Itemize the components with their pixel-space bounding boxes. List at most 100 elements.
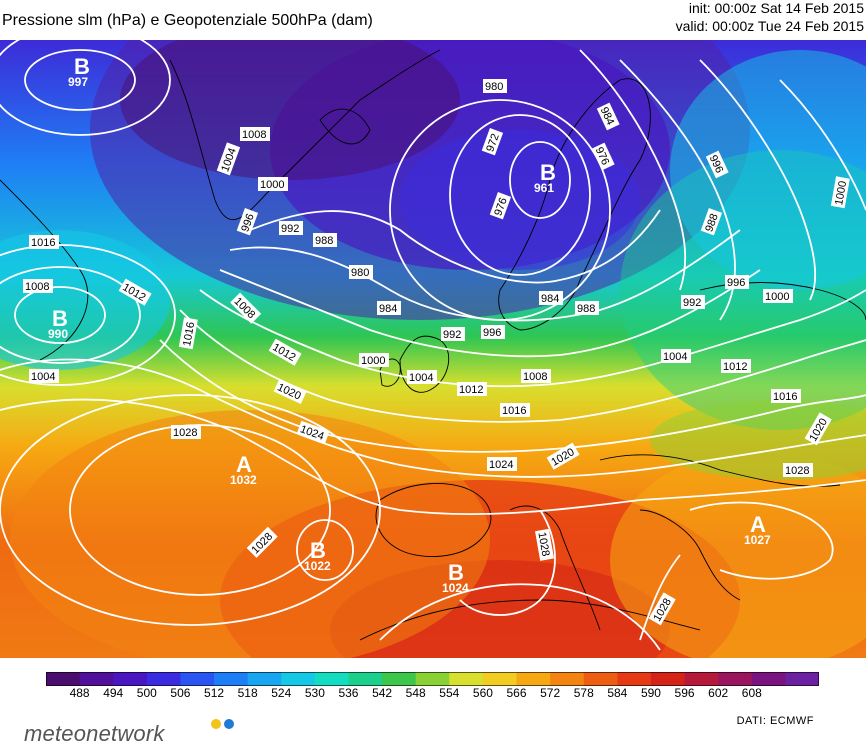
colorbar-swatch [718, 672, 753, 686]
colorbar-tick-label: 530 [304, 686, 325, 700]
logo-blue-dot [224, 719, 234, 729]
colorbar-tick-label: 560 [472, 686, 493, 700]
colorbar-swatch [113, 672, 148, 686]
center-letter: B [74, 54, 90, 79]
colorbar-tick-label: 488 [69, 686, 90, 700]
isobar-label: 996 [239, 212, 257, 233]
isobar-label: 1004 [31, 371, 55, 383]
init-time: init: 00:00z Sat 14 Feb 2015 [688, 0, 864, 16]
colorbar [46, 672, 820, 702]
colorbar-tick-label: 572 [540, 686, 561, 700]
center-letter: B [52, 306, 68, 331]
isobar-label: 984 [541, 293, 559, 305]
colorbar-swatch [281, 672, 316, 686]
isobar-label: 1008 [242, 129, 266, 141]
isobar-label: 1016 [31, 237, 55, 249]
colorbar-swatch [751, 672, 786, 686]
colorbar-tick-label: 506 [170, 686, 191, 700]
center-value: 1024 [442, 581, 469, 595]
colorbar-swatch [415, 672, 450, 686]
colorbar-swatch [180, 672, 215, 686]
colorbar-swatch [348, 672, 383, 686]
colorbar-tick-label: 602 [708, 686, 729, 700]
isobar-label: 992 [443, 329, 461, 341]
colorbar-tick-label: 590 [640, 686, 661, 700]
colorbar-tick-label: 536 [338, 686, 359, 700]
colorbar-swatch [79, 672, 114, 686]
center-value: 1032 [230, 473, 257, 487]
colorbar-swatch [516, 672, 551, 686]
center-value: 997 [68, 75, 88, 89]
colorbar-tick-label: 608 [741, 686, 762, 700]
isobar-label: 988 [577, 303, 595, 315]
isobar-label: 1000 [260, 179, 284, 191]
colorbar-swatch [247, 672, 282, 686]
isobar-label: 996 [727, 277, 745, 289]
isobar-label: 984 [379, 303, 397, 315]
colorbar-tick-label: 500 [136, 686, 157, 700]
isobar-label: 1008 [523, 371, 547, 383]
weather-map-canvas: 1008 1004 1000 996 992 988 980 980 972 9… [0, 40, 866, 658]
center-value: 961 [534, 181, 554, 195]
colorbar-swatch [214, 672, 249, 686]
isobar-label: 1016 [181, 321, 197, 347]
isobar-label: 1016 [773, 391, 797, 403]
colorbar-tick-label: 518 [237, 686, 258, 700]
center-letter: B [540, 160, 556, 185]
colorbar-tick-label: 566 [506, 686, 527, 700]
data-source: DATI: ECMWF [736, 715, 814, 727]
isobar-label: 1008 [25, 281, 49, 293]
logo-yellow-dot [211, 719, 221, 729]
pressure-centers: B 997 B 990 B 961 A 1032 B 1022 B 1024 A… [48, 54, 771, 595]
center-letter: B [310, 538, 326, 563]
colorbar-tick-label: 548 [405, 686, 426, 700]
center-value: 1027 [744, 533, 771, 547]
map-title: Pressione slm (hPa) e Geopotenziale 500h… [2, 12, 373, 29]
colorbar-swatch [650, 672, 686, 686]
center-letter: A [750, 512, 766, 537]
isobar-label: 1028 [535, 531, 551, 557]
colorbar-tick-label: 542 [372, 686, 393, 700]
colorbar-tick-label: 578 [573, 686, 594, 700]
isobar-label: 980 [351, 267, 369, 279]
logo-text: meteonetwork [24, 721, 165, 746]
isobar-label: 980 [485, 81, 503, 93]
colorbar-swatch [684, 672, 719, 686]
colorbar-tick-label: 554 [439, 686, 460, 700]
isobar-label: 988 [703, 212, 721, 233]
colorbar-swatch [482, 672, 518, 686]
colorbar-strip [46, 672, 820, 686]
map-header: Pressione slm (hPa) e Geopotenziale 500h… [0, 0, 866, 40]
colorbar-tick-label: 512 [204, 686, 225, 700]
isobar-label: 1000 [361, 355, 385, 367]
colorbar-swatch [46, 672, 81, 686]
weather-map: 1008 1004 1000 996 992 988 980 980 972 9… [0, 40, 866, 658]
valid-time: valid: 00:00z Tue 24 Feb 2015 [675, 18, 864, 34]
isobar-label: 1004 [663, 351, 687, 363]
colorbar-swatch [583, 672, 618, 686]
colorbar-tick-label: 584 [607, 686, 628, 700]
isobar-label: 1004 [409, 372, 433, 384]
colorbar-tick-label: 524 [271, 686, 292, 700]
isobar-label: 996 [483, 327, 501, 339]
center-letter: A [236, 452, 252, 477]
isobars [0, 40, 866, 651]
isobar-label: 976 [492, 196, 510, 217]
center-letter: B [448, 560, 464, 585]
isobar-label: 992 [683, 297, 701, 309]
isobar-label: 1028 [785, 465, 809, 477]
isobar-label: 1016 [502, 405, 526, 417]
colorbar-swatch [314, 672, 349, 686]
colorbar-tick-label: 494 [103, 686, 124, 700]
center-value: 1022 [304, 559, 331, 573]
center-value: 990 [48, 327, 68, 341]
colorbar-swatch [146, 672, 181, 686]
colorbar-swatch [382, 672, 417, 686]
isobar-label: 1028 [173, 427, 197, 439]
meteonetwork-logo: meteonetwork [24, 721, 165, 747]
isobar-label: 1024 [489, 459, 513, 471]
isobar-label: 1012 [723, 361, 747, 373]
isobar-label: 992 [281, 223, 299, 235]
colorbar-tick-label: 596 [674, 686, 695, 700]
colorbar-swatch [449, 672, 484, 686]
